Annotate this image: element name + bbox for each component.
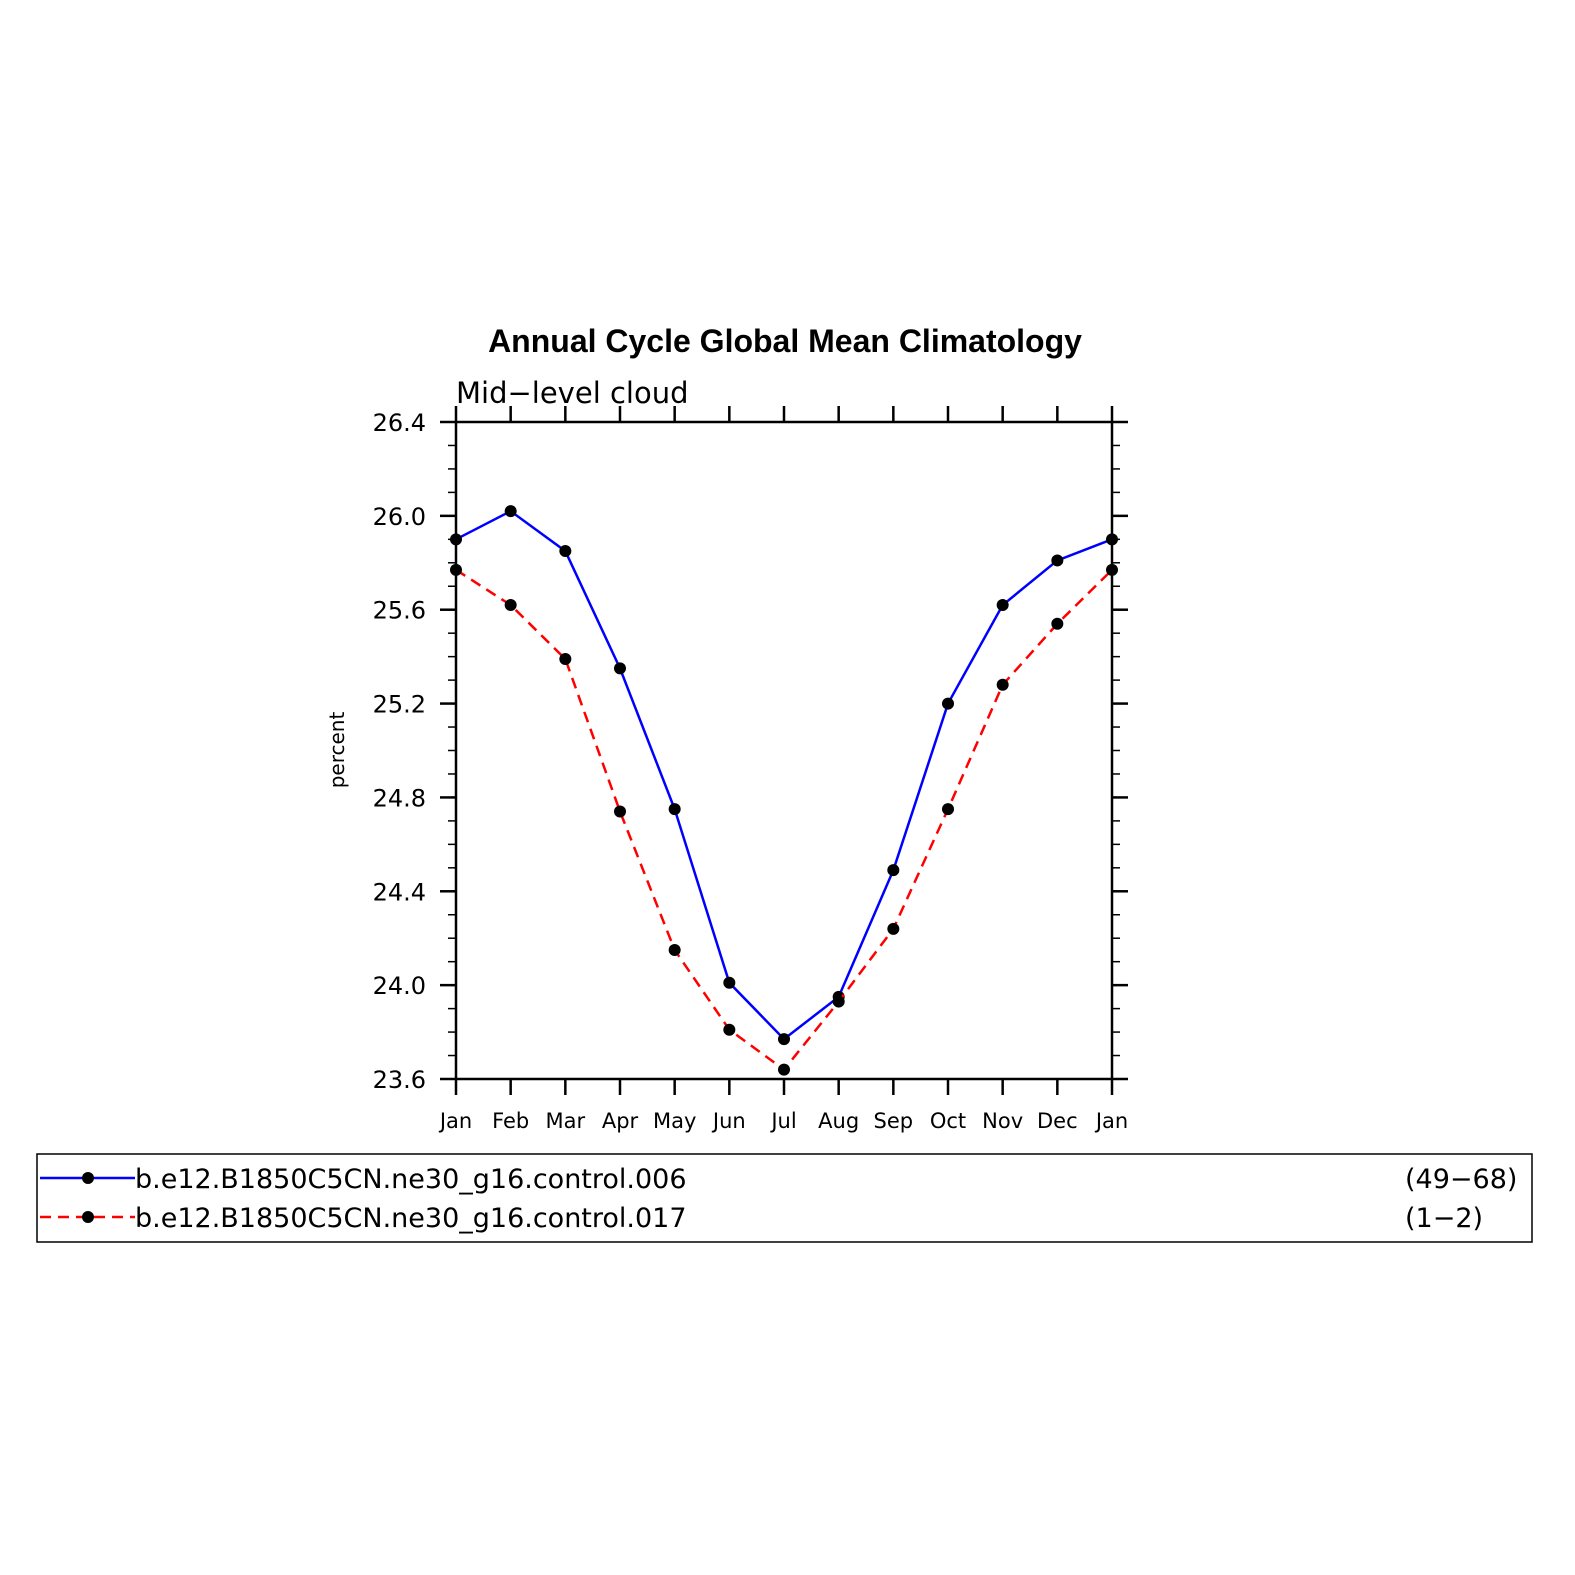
legend-marker-1 bbox=[82, 1172, 94, 1184]
series-line-2 bbox=[455, 568, 1113, 1072]
x-tick-label: Jun bbox=[711, 1109, 746, 1133]
x-tick-label: Mar bbox=[546, 1109, 586, 1133]
x-tick-label: Oct bbox=[930, 1109, 966, 1133]
data-point bbox=[1051, 554, 1064, 567]
y-tick-label: 26.0 bbox=[373, 503, 426, 531]
data-point bbox=[832, 995, 845, 1008]
data-point bbox=[942, 803, 954, 816]
x-tick-label: Jul bbox=[769, 1109, 796, 1133]
data-point bbox=[504, 505, 517, 518]
y-axis-label: percent bbox=[325, 712, 349, 789]
y-tick-label: 24.4 bbox=[373, 878, 426, 906]
data-point bbox=[1106, 533, 1118, 546]
data-point bbox=[1106, 563, 1118, 576]
data-point bbox=[614, 805, 626, 818]
y-tick-label: 25.2 bbox=[373, 691, 426, 719]
data-point bbox=[450, 563, 462, 576]
x-tick-label: Feb bbox=[492, 1109, 529, 1133]
legend-label-1: b.e12.B1850C5CN.ne30_g16.control.006 bbox=[135, 1164, 687, 1195]
axis-ticks bbox=[440, 406, 1128, 1095]
data-point bbox=[778, 1033, 790, 1046]
y-tick-label: 24.8 bbox=[373, 784, 426, 812]
data-point bbox=[668, 803, 681, 816]
data-point bbox=[778, 1063, 790, 1076]
data-point bbox=[887, 922, 900, 935]
data-point bbox=[668, 943, 681, 956]
legend-marker-2 bbox=[82, 1211, 94, 1223]
data-point bbox=[996, 599, 1009, 612]
legend-years-1: (49−68) bbox=[1405, 1164, 1517, 1195]
data-point bbox=[942, 697, 954, 710]
plot-frame bbox=[454, 420, 1114, 1081]
data-point bbox=[559, 652, 572, 665]
x-tick-label: Aug bbox=[818, 1109, 859, 1133]
y-tick-label: 24.0 bbox=[373, 972, 426, 1000]
x-tick-label: Jan bbox=[438, 1109, 472, 1133]
y-tick-label: 23.6 bbox=[373, 1066, 426, 1094]
data-point bbox=[614, 662, 626, 675]
data-point bbox=[559, 545, 572, 558]
x-tick-label: Apr bbox=[602, 1109, 639, 1133]
legend-box bbox=[36, 1153, 1533, 1243]
chart-subtitle: Mid−level cloud bbox=[456, 376, 689, 410]
tick-labels: 23.6 24.0 24.4 24.8 25.2 25.6 26.0 26.4 Jan Feb Ma… bbox=[373, 409, 1129, 1133]
legend: b.e12.B1850C5CN.ne30_g16.control.006 (49−… bbox=[40, 1164, 1517, 1234]
chart-title: Annual Cycle Global Mean Climatology bbox=[488, 323, 1082, 359]
data-point bbox=[887, 864, 900, 877]
data-point bbox=[504, 599, 517, 612]
x-tick-label: Jan bbox=[1094, 1109, 1128, 1133]
y-tick-label: 25.6 bbox=[373, 597, 426, 625]
x-tick-label: Sep bbox=[874, 1109, 914, 1133]
data-point bbox=[723, 1023, 736, 1036]
x-tick-label: Nov bbox=[982, 1109, 1023, 1133]
data-point bbox=[1051, 617, 1064, 630]
x-tick-label: May bbox=[653, 1109, 696, 1133]
legend-years-2: (1−2) bbox=[1405, 1203, 1483, 1234]
data-point bbox=[996, 678, 1009, 691]
series-line-1 bbox=[455, 509, 1113, 1041]
legend-label-2: b.e12.B1850C5CN.ne30_g16.control.017 bbox=[135, 1203, 687, 1234]
y-tick-label: 26.4 bbox=[373, 409, 426, 437]
series-layer bbox=[450, 505, 1118, 1076]
data-point bbox=[450, 533, 462, 546]
x-tick-label: Dec bbox=[1037, 1109, 1078, 1133]
data-point bbox=[723, 976, 736, 989]
